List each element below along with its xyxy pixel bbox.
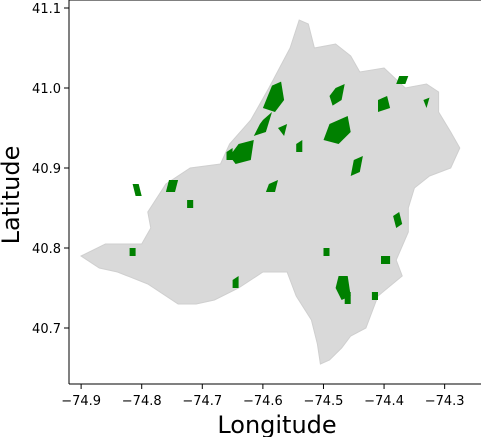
- highlighted-area: [265, 180, 278, 192]
- highlighted-area: [329, 84, 345, 106]
- plot-area: [68, 0, 481, 385]
- x-axis-label: Longitude: [217, 411, 336, 437]
- x-axis-ticks: −74.9 −74.8 −74.7 −74.6 −74.5 −74.4 −74.3: [61, 384, 465, 409]
- highlighted-area: [253, 112, 272, 136]
- y-tick-label: 40.8: [32, 242, 61, 257]
- highlighted-area: [323, 248, 330, 256]
- highlighted-area: [396, 76, 409, 84]
- x-tick-label: −74.6: [243, 394, 283, 409]
- highlighted-area: [226, 148, 233, 160]
- highlighted-area: [378, 96, 391, 112]
- y-tick-label: 40.9: [32, 162, 61, 177]
- highlighted-area: [165, 180, 179, 192]
- x-tick-label: −74.9: [61, 394, 101, 409]
- highlighted-area: [229, 140, 254, 164]
- y-tick-label: 40.7: [32, 322, 61, 337]
- y-tick-label: 41.0: [32, 82, 61, 97]
- y-tick-label: 41.1: [32, 2, 61, 17]
- highlighted-area: [393, 212, 403, 228]
- highlighted-area: [381, 256, 391, 264]
- x-tick-label: −74.4: [364, 394, 404, 409]
- highlighted-area: [350, 156, 363, 176]
- x-tick-label: −74.7: [182, 394, 222, 409]
- x-tick-label: −74.8: [122, 394, 162, 409]
- y-axis-label: Latitude: [0, 146, 25, 245]
- y-axis-ticks: 40.7 40.8 40.9 41.0 41.1: [32, 2, 69, 337]
- x-tick-label: −74.5: [304, 394, 344, 409]
- highlighted-area: [132, 184, 142, 196]
- x-tick-label: −74.3: [425, 394, 465, 409]
- highlighted-area: [187, 200, 194, 208]
- highlighted-area: [344, 292, 351, 304]
- highlighted-area: [129, 248, 136, 256]
- highlight-layer: [129, 76, 430, 304]
- highlighted-area: [262, 81, 285, 112]
- highlighted-area: [278, 124, 288, 136]
- highlighted-area: [232, 276, 239, 288]
- highlighted-area: [323, 116, 351, 144]
- highlighted-area: [371, 292, 378, 300]
- highlighted-area: [296, 140, 303, 152]
- highlighted-area: [423, 97, 430, 108]
